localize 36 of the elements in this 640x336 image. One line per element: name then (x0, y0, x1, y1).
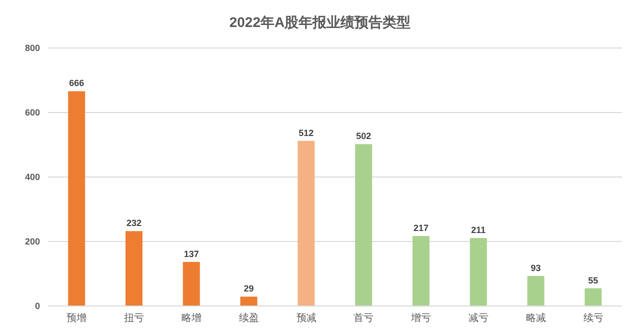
x-tick-label: 略减 (526, 312, 546, 324)
data-label: 232 (126, 218, 142, 228)
bar (182, 262, 200, 306)
bar (298, 140, 315, 306)
x-tick-label: 减亏 (468, 312, 488, 324)
x-tick-label: 续亏 (583, 312, 604, 324)
x-tick-label: 预增 (66, 312, 87, 324)
y-tick-label: 200 (24, 236, 40, 247)
x-tick-label: 预减 (296, 312, 316, 324)
data-label: 217 (413, 223, 429, 234)
data-label: 93 (530, 263, 541, 274)
bar (584, 288, 602, 306)
bar (527, 276, 544, 306)
data-label: 55 (588, 275, 598, 286)
bar (412, 236, 430, 306)
data-label: 512 (298, 128, 314, 138)
bar (355, 144, 372, 306)
data-label: 29 (244, 284, 254, 294)
data-label: 137 (184, 248, 199, 259)
y-tick-label: 0 (34, 301, 40, 312)
bar (240, 296, 258, 306)
x-tick-label: 首亏 (354, 312, 374, 324)
y-tick-label: 600 (24, 108, 40, 118)
x-tick-label: 增亏 (410, 312, 432, 324)
y-tick-label: 400 (24, 172, 40, 182)
y-tick-label: 800 (24, 43, 40, 54)
bar (470, 238, 487, 306)
bar (125, 231, 142, 306)
x-tick-label: 续盈 (238, 312, 259, 324)
data-label: 666 (69, 78, 84, 88)
x-tick-label: 略增 (182, 312, 202, 324)
data-label: 211 (471, 224, 486, 235)
x-tick-label: 扭亏 (124, 312, 144, 324)
data-label: 502 (356, 131, 372, 142)
bar (68, 91, 86, 306)
chart-title: 2022年A股年报业绩预告类型 (228, 13, 412, 32)
